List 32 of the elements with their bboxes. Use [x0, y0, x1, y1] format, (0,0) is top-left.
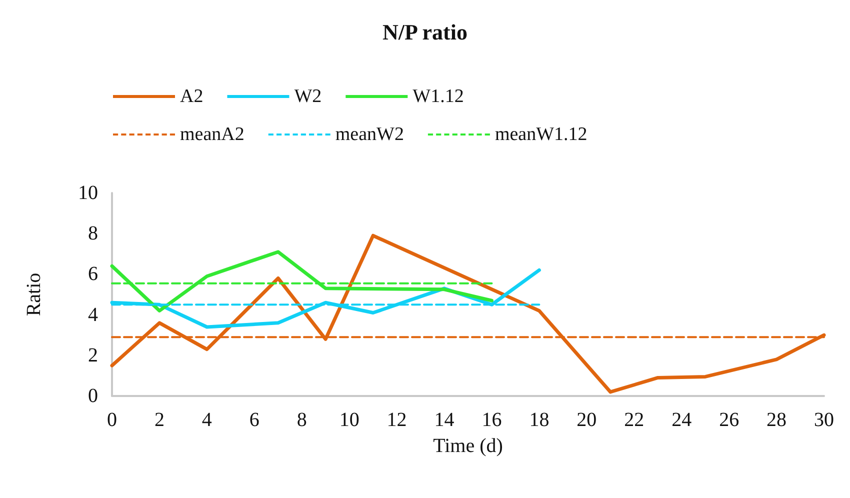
y-tick-label: 8 [88, 222, 98, 245]
y-tick-label: 2 [88, 344, 98, 366]
y-tick-label: 6 [88, 263, 98, 286]
x-tick-label: 10 [339, 409, 360, 431]
legend-label: meanW1.12 [494, 124, 588, 145]
x-tick-label: 8 [296, 409, 307, 431]
x-tick-label: 20 [576, 409, 597, 431]
x-axis-title: Time (d) [433, 435, 503, 457]
x-tick-label: 12 [386, 409, 407, 431]
x-tick-label: 22 [624, 409, 644, 431]
y-tick-label: 4 [88, 304, 98, 326]
x-tick-label: 16 [482, 409, 502, 431]
legend-label: A2 [180, 86, 204, 107]
legend-label: meanA2 [180, 124, 244, 145]
x-tick-label: 26 [719, 409, 740, 431]
x-tick-label: 18 [529, 409, 550, 431]
x-tick-label: 0 [107, 409, 117, 431]
legend-label: W1.12 [412, 86, 464, 107]
x-tick-label: 30 [814, 409, 834, 431]
y-axis-title: Ratio [23, 272, 45, 316]
legend-label: W2 [294, 86, 322, 107]
x-tick-label: 4 [202, 409, 212, 431]
legend-label: meanW2 [335, 124, 404, 145]
x-tick-label: 2 [154, 409, 164, 431]
y-tick-label: 10 [78, 182, 98, 204]
x-tick-label: 28 [766, 409, 787, 431]
x-tick-label: 6 [249, 409, 260, 431]
x-tick-label: 24 [672, 409, 692, 431]
x-tick-label: 14 [434, 409, 454, 431]
line-series [110, 250, 494, 312]
chart-title: N/P ratio [382, 20, 468, 44]
y-tick-label: 0 [88, 385, 98, 407]
